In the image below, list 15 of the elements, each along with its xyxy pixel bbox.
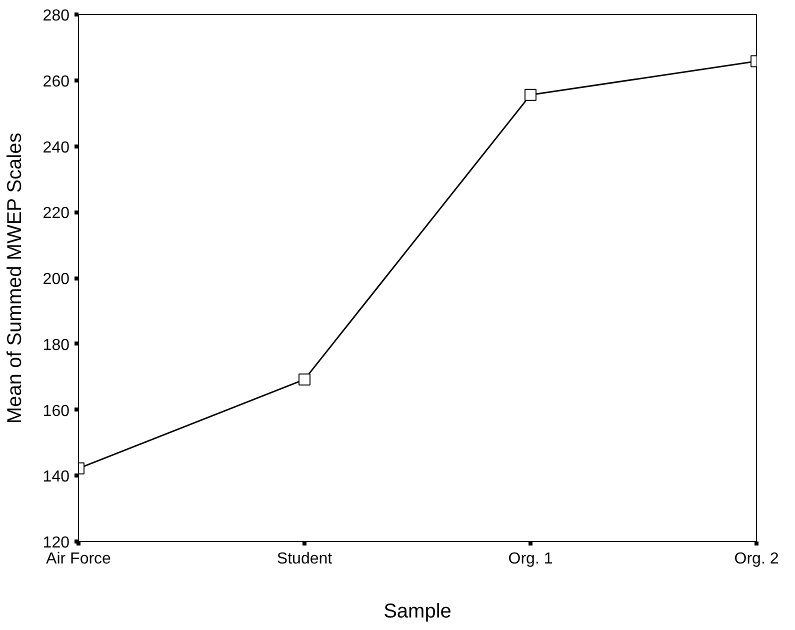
x-tick-label: Student [276,550,333,568]
y-tick-label: 260 [42,73,70,90]
x-axis-title: Sample [384,600,452,622]
x-tick-label: Org. 2 [734,550,779,568]
y-tick-label: 240 [42,139,70,156]
y-tick-label: 140 [42,468,70,486]
y-tick-label: 180 [42,336,70,354]
y-tick-label: 280 [42,8,70,24]
y-tick-label: 220 [42,205,70,222]
x-tick-label: Org. 1 [508,550,553,568]
y-axis-title: Mean of Summed MWEP Scales [4,132,26,424]
x-tick-label: Air Force [46,550,112,568]
y-tick-label: 160 [42,402,70,420]
y-tick-label: 120 [42,534,70,552]
y-tick-label: 200 [42,271,70,288]
